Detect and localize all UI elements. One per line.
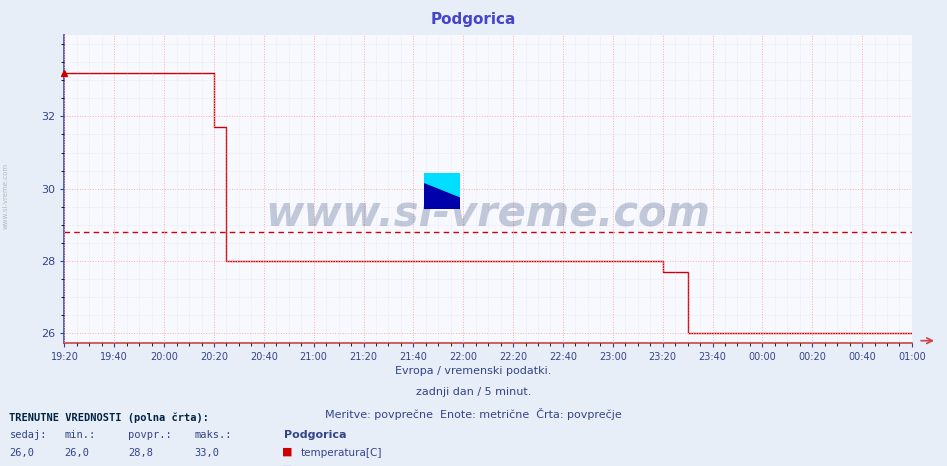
Text: sedaj:: sedaj:: [9, 430, 47, 440]
Text: min.:: min.:: [64, 430, 96, 440]
Text: maks.:: maks.:: [194, 430, 232, 440]
Text: zadnji dan / 5 minut.: zadnji dan / 5 minut.: [416, 387, 531, 397]
Text: www.si-vreme.com: www.si-vreme.com: [3, 163, 9, 229]
Text: 28,8: 28,8: [128, 448, 152, 458]
Text: temperatura[C]: temperatura[C]: [301, 448, 383, 458]
Text: povpr.:: povpr.:: [128, 430, 171, 440]
Text: ■: ■: [282, 447, 293, 457]
Text: Evropa / vremenski podatki.: Evropa / vremenski podatki.: [395, 366, 552, 376]
Polygon shape: [424, 173, 460, 198]
Text: www.si-vreme.com: www.si-vreme.com: [266, 192, 710, 234]
Text: Meritve: povprečne  Enote: metrične  Črta: povprečje: Meritve: povprečne Enote: metrične Črta:…: [325, 408, 622, 420]
Text: Podgorica: Podgorica: [431, 12, 516, 27]
Text: Podgorica: Podgorica: [284, 430, 347, 440]
Text: ■: ■: [282, 465, 293, 466]
Text: TRENUTNE VREDNOSTI (polna črta):: TRENUTNE VREDNOSTI (polna črta):: [9, 412, 209, 423]
Text: 26,0: 26,0: [9, 448, 34, 458]
Text: 33,0: 33,0: [194, 448, 219, 458]
Text: 26,0: 26,0: [64, 448, 89, 458]
Polygon shape: [424, 184, 460, 209]
